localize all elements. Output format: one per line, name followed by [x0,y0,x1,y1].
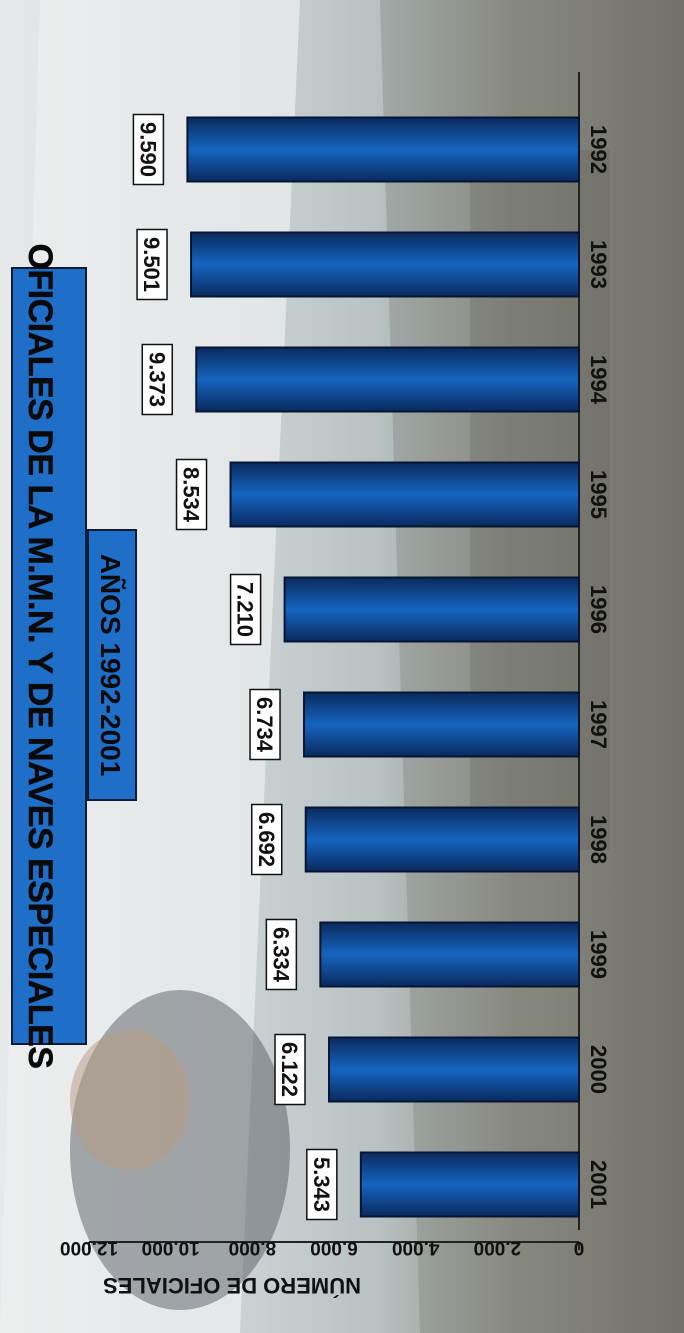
y-tick-label: 4.000 [392,1237,440,1258]
bar [195,346,580,413]
data-label: 9.501 [139,237,164,292]
x-tick-label: 2001 [586,1160,611,1209]
y-axis-label: NÚMERO DE OFICIALES [103,1273,361,1298]
data-label-box [141,343,174,416]
y-tick-label: 2.000 [474,1237,522,1258]
x-tick-label: 1992 [586,125,611,174]
data-label: 6.122 [277,1042,302,1097]
chart-title: OFICIALES DE LA M.M.N. Y DE NAVES ESPECI… [21,244,59,1069]
data-label-box [265,918,298,991]
x-tick-label: 1995 [586,470,611,519]
data-label: 8.534 [179,467,204,523]
bar [283,576,580,643]
chart-subtitle: AÑOS 1992-2001 [95,554,126,777]
bar [328,1036,580,1103]
bar [303,691,580,758]
y-tick-label: 8.000 [229,1237,277,1258]
data-label-box [132,113,165,186]
x-tick-label: 1994 [586,355,611,405]
data-label: 6.334 [268,927,293,983]
data-label-box [250,803,283,876]
data-label: 9.373 [144,352,169,407]
x-tick-label: 1993 [586,240,611,289]
bar [190,231,580,298]
data-label-box [274,1033,306,1106]
x-tick-label: 1996 [586,585,611,634]
data-label-box [229,573,262,646]
x-axis: 1992 1993 1994 1995 1996 1997 1998 1999 2000 2001 [578,72,611,1230]
bar [229,461,580,528]
title-group: OFICIALES DE LA M.M.N. Y DE NAVES ESPECI… [11,243,137,1069]
bar [304,806,580,873]
x-tick-label: 1999 [586,930,611,979]
data-label-box [136,228,168,301]
x-tick-label: 1997 [586,700,611,749]
data-label-box [306,1148,338,1221]
data-label-box [175,458,208,531]
data-label: 6.692 [254,812,279,867]
bar [359,1151,580,1218]
y-axis: 0 2.000 4.000 6.000 8.000 10.000 12.000 [60,1237,584,1258]
bar-series [186,116,580,1218]
y-tick-label: 12.000 [60,1237,118,1258]
data-label-box [249,688,281,761]
data-label: 5.343 [309,1157,334,1212]
x-tick-label: 1998 [586,815,611,864]
data-label: 9.590 [135,122,160,177]
y-tick-label: 10.000 [142,1237,200,1258]
data-label: 6.734 [252,697,277,753]
subtitle-banner [87,529,137,801]
y-tick-label: 0 [574,1237,585,1258]
x-tick-label: 2000 [586,1045,611,1094]
data-label: 7.210 [233,582,258,637]
bar [186,116,580,183]
title-banner [11,267,87,1045]
y-tick-label: 6.000 [310,1237,358,1258]
data-labels: 5.343 6.122 6.334 6.692 6.734 7.210 8.534 9.373… [132,113,338,1221]
bar [319,921,580,988]
